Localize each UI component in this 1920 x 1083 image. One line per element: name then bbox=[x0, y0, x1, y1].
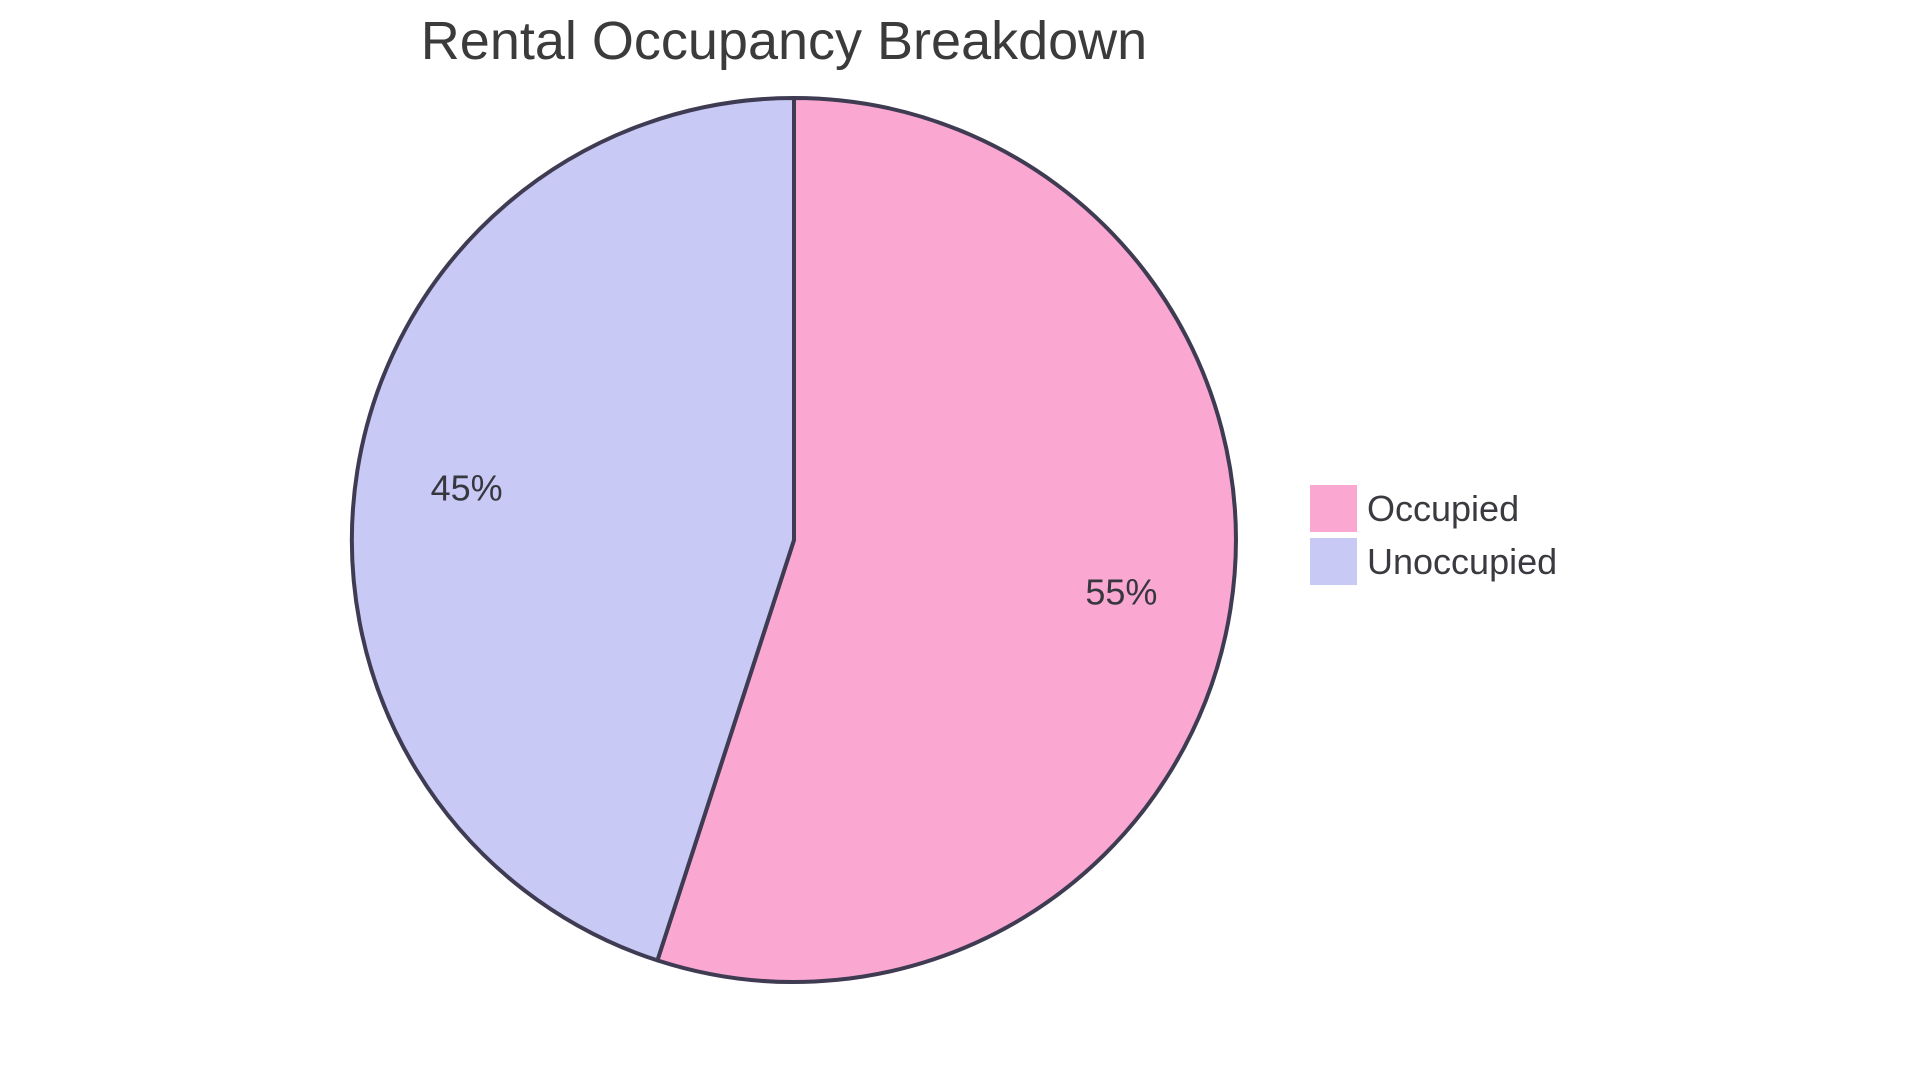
slice-label-occupied: 55% bbox=[1085, 571, 1157, 612]
legend-swatch-unoccupied bbox=[1310, 538, 1357, 585]
legend: Occupied Unoccupied bbox=[1310, 485, 1557, 585]
pie-slice-occupied bbox=[655, 96, 1238, 984]
legend-label-unoccupied: Unoccupied bbox=[1367, 540, 1558, 582]
legend-label-occupied: Occupied bbox=[1367, 487, 1520, 529]
legend-item-unoccupied: Unoccupied bbox=[1310, 538, 1557, 585]
slice-label-unoccupied: 45% bbox=[431, 468, 503, 509]
legend-swatch-occupied bbox=[1310, 485, 1357, 532]
chart-title: Rental Occupancy Breakdown bbox=[420, 11, 1148, 71]
pie-slice-unoccupied bbox=[349, 96, 796, 963]
legend-item-occupied: Occupied bbox=[1310, 485, 1557, 532]
